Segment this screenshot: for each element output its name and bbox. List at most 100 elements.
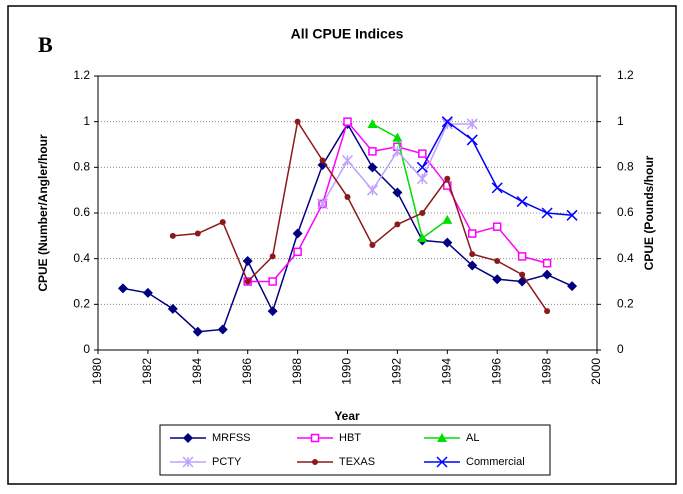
marker [310, 433, 320, 443]
marker [517, 276, 528, 287]
marker [467, 260, 478, 271]
marker [269, 253, 276, 260]
y2-tick-label: 0.8 [617, 160, 634, 174]
marker [417, 233, 428, 243]
marker [444, 175, 451, 182]
y-tick-label: 0.2 [73, 297, 90, 311]
marker [343, 117, 352, 126]
marker [517, 252, 527, 261]
marker [541, 207, 553, 219]
marker [466, 134, 478, 146]
marker [312, 459, 318, 465]
series-line [372, 123, 448, 240]
x-tick-label: 1980 [90, 358, 104, 385]
marker [419, 210, 426, 216]
frame [7, 5, 677, 485]
y2-tick-label: 1 [617, 114, 624, 128]
marker [492, 274, 503, 285]
series-line [421, 120, 573, 217]
marker [391, 145, 403, 157]
marker [516, 196, 528, 208]
marker [442, 237, 453, 248]
x-tick-label: 1988 [290, 358, 304, 385]
y2-tick-label: 0 [617, 342, 624, 356]
marker [491, 182, 503, 194]
marker [468, 229, 477, 238]
y-tick-label: 0.8 [73, 160, 90, 174]
legend-label: HBT [339, 432, 361, 444]
y-tick-label: 0.6 [73, 205, 90, 219]
marker [416, 173, 428, 185]
y-tick-label: 1 [83, 114, 90, 128]
marker [544, 308, 551, 315]
marker [293, 247, 302, 257]
marker [436, 456, 448, 468]
marker [319, 157, 326, 164]
marker [394, 221, 401, 228]
marker [244, 278, 251, 285]
marker [142, 287, 153, 298]
marker [317, 198, 329, 210]
legend-label: MRFSS [212, 432, 251, 444]
marker [469, 251, 476, 258]
x-tick-label: 1984 [190, 358, 204, 385]
marker [367, 162, 378, 173]
marker [392, 132, 403, 142]
marker [267, 306, 278, 317]
x-tick-label: 2000 [589, 358, 603, 385]
y2-tick-label: 0.4 [617, 251, 634, 265]
marker [542, 269, 553, 280]
marker [317, 160, 328, 171]
marker [344, 194, 351, 201]
y-tick-label: 1.2 [73, 68, 90, 82]
legend-label: AL [466, 432, 479, 444]
marker [369, 241, 376, 248]
marker [367, 118, 378, 128]
marker [418, 149, 427, 158]
marker [242, 255, 253, 266]
y2-axis-label: CPUE (Pounds/hour [642, 155, 656, 270]
marker [566, 209, 578, 221]
marker [183, 433, 193, 443]
marker [416, 161, 428, 173]
marker [494, 257, 501, 264]
marker [441, 116, 453, 128]
marker [268, 277, 277, 286]
panel-label: B [38, 32, 53, 57]
y2-tick-label: 0.6 [617, 205, 634, 219]
marker [219, 219, 226, 226]
marker [194, 230, 201, 237]
marker [167, 303, 178, 314]
marker [437, 433, 447, 442]
marker [294, 118, 301, 125]
legend-label: PCTY [212, 456, 242, 468]
x-tick-label: 1998 [539, 358, 553, 385]
marker [567, 281, 578, 292]
chart-title: All CPUE Indices [291, 26, 404, 42]
x-tick-label: 1986 [240, 358, 254, 385]
marker [292, 228, 303, 239]
marker [542, 258, 552, 268]
y-axis-label: CPUE (Number/Angler/hour [36, 134, 50, 292]
x-tick-label: 1994 [439, 358, 453, 385]
plot-area [97, 75, 598, 351]
y-tick-label: 0.4 [73, 251, 90, 265]
marker [169, 232, 176, 239]
marker [443, 181, 452, 190]
marker [392, 187, 403, 198]
marker [341, 154, 354, 167]
marker [442, 214, 453, 224]
y-tick-label: 0 [83, 342, 90, 356]
marker [182, 456, 194, 468]
x-axis-label: Year [334, 409, 360, 423]
marker [192, 326, 203, 337]
series-line [122, 122, 573, 333]
y2-tick-label: 1.2 [617, 68, 634, 82]
y2-tick-label: 0.2 [617, 297, 634, 311]
legend [159, 424, 551, 476]
legend-label: Commercial [466, 456, 525, 468]
x-tick-label: 1990 [340, 358, 354, 385]
x-tick-label: 1982 [140, 358, 154, 385]
marker [466, 118, 478, 130]
x-tick-label: 1992 [390, 358, 404, 385]
